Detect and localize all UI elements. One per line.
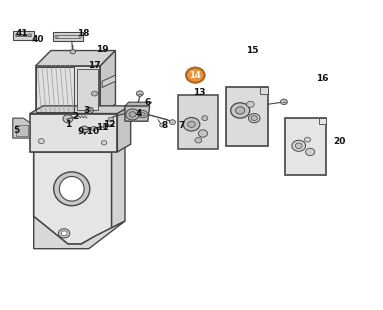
Circle shape (186, 68, 205, 82)
Text: 20: 20 (334, 137, 346, 146)
Polygon shape (226, 87, 268, 146)
Circle shape (236, 107, 245, 114)
Polygon shape (117, 106, 131, 152)
Circle shape (61, 231, 67, 236)
Circle shape (138, 110, 147, 118)
Text: 4: 4 (135, 109, 141, 118)
Polygon shape (34, 152, 112, 244)
Text: 11: 11 (96, 123, 108, 132)
Text: 9,10: 9,10 (78, 127, 100, 136)
Polygon shape (36, 51, 115, 66)
Circle shape (126, 109, 139, 120)
Circle shape (231, 103, 250, 118)
Circle shape (306, 148, 315, 156)
Circle shape (63, 115, 73, 123)
Circle shape (91, 126, 97, 131)
Polygon shape (260, 87, 268, 94)
Circle shape (183, 117, 200, 131)
Text: 5: 5 (13, 126, 20, 135)
Circle shape (80, 126, 88, 133)
Ellipse shape (59, 176, 84, 201)
Polygon shape (30, 113, 117, 152)
Text: 12: 12 (103, 120, 116, 129)
Circle shape (249, 113, 260, 123)
Text: 13: 13 (193, 87, 205, 96)
Text: 8: 8 (162, 121, 168, 130)
Circle shape (186, 68, 205, 82)
Circle shape (16, 34, 19, 36)
Text: 2: 2 (72, 112, 79, 121)
Circle shape (86, 107, 93, 113)
Circle shape (136, 91, 143, 96)
Polygon shape (81, 144, 125, 244)
Circle shape (202, 116, 208, 121)
Polygon shape (100, 51, 115, 113)
Circle shape (103, 125, 108, 129)
Circle shape (70, 50, 75, 54)
Circle shape (38, 139, 44, 144)
Circle shape (292, 140, 306, 151)
Circle shape (198, 130, 208, 137)
Circle shape (79, 35, 82, 38)
Circle shape (195, 138, 202, 143)
Polygon shape (125, 102, 152, 106)
Text: 1: 1 (65, 120, 71, 129)
Text: 18: 18 (77, 29, 89, 38)
Text: 3: 3 (84, 106, 90, 115)
Text: 41: 41 (16, 29, 29, 38)
Circle shape (59, 229, 70, 238)
Circle shape (55, 35, 58, 38)
Circle shape (295, 143, 302, 148)
Circle shape (101, 140, 107, 145)
Polygon shape (36, 66, 100, 113)
Circle shape (304, 137, 311, 142)
Circle shape (92, 91, 98, 96)
Circle shape (129, 112, 136, 117)
Text: 7: 7 (179, 121, 185, 130)
Text: 19: 19 (96, 45, 108, 54)
Circle shape (247, 101, 254, 107)
Circle shape (28, 34, 31, 36)
Circle shape (251, 116, 257, 121)
Text: 6: 6 (145, 98, 151, 107)
Text: 40: 40 (31, 35, 44, 44)
Polygon shape (53, 32, 83, 41)
Polygon shape (30, 106, 131, 113)
Circle shape (160, 123, 164, 127)
Circle shape (169, 120, 175, 125)
Polygon shape (34, 216, 125, 249)
Polygon shape (125, 106, 150, 121)
Circle shape (108, 117, 113, 122)
Polygon shape (319, 118, 326, 124)
Circle shape (141, 112, 145, 116)
Polygon shape (102, 75, 115, 87)
Text: 14: 14 (190, 71, 201, 80)
Circle shape (280, 99, 287, 104)
Polygon shape (178, 95, 218, 149)
Polygon shape (285, 118, 326, 175)
Polygon shape (16, 125, 28, 136)
Polygon shape (13, 118, 30, 138)
Polygon shape (13, 31, 34, 40)
Polygon shape (77, 69, 98, 110)
Text: 17: 17 (88, 61, 101, 70)
Ellipse shape (54, 172, 90, 206)
Text: 15: 15 (246, 46, 259, 55)
Circle shape (188, 121, 195, 127)
Text: 16: 16 (316, 74, 329, 83)
